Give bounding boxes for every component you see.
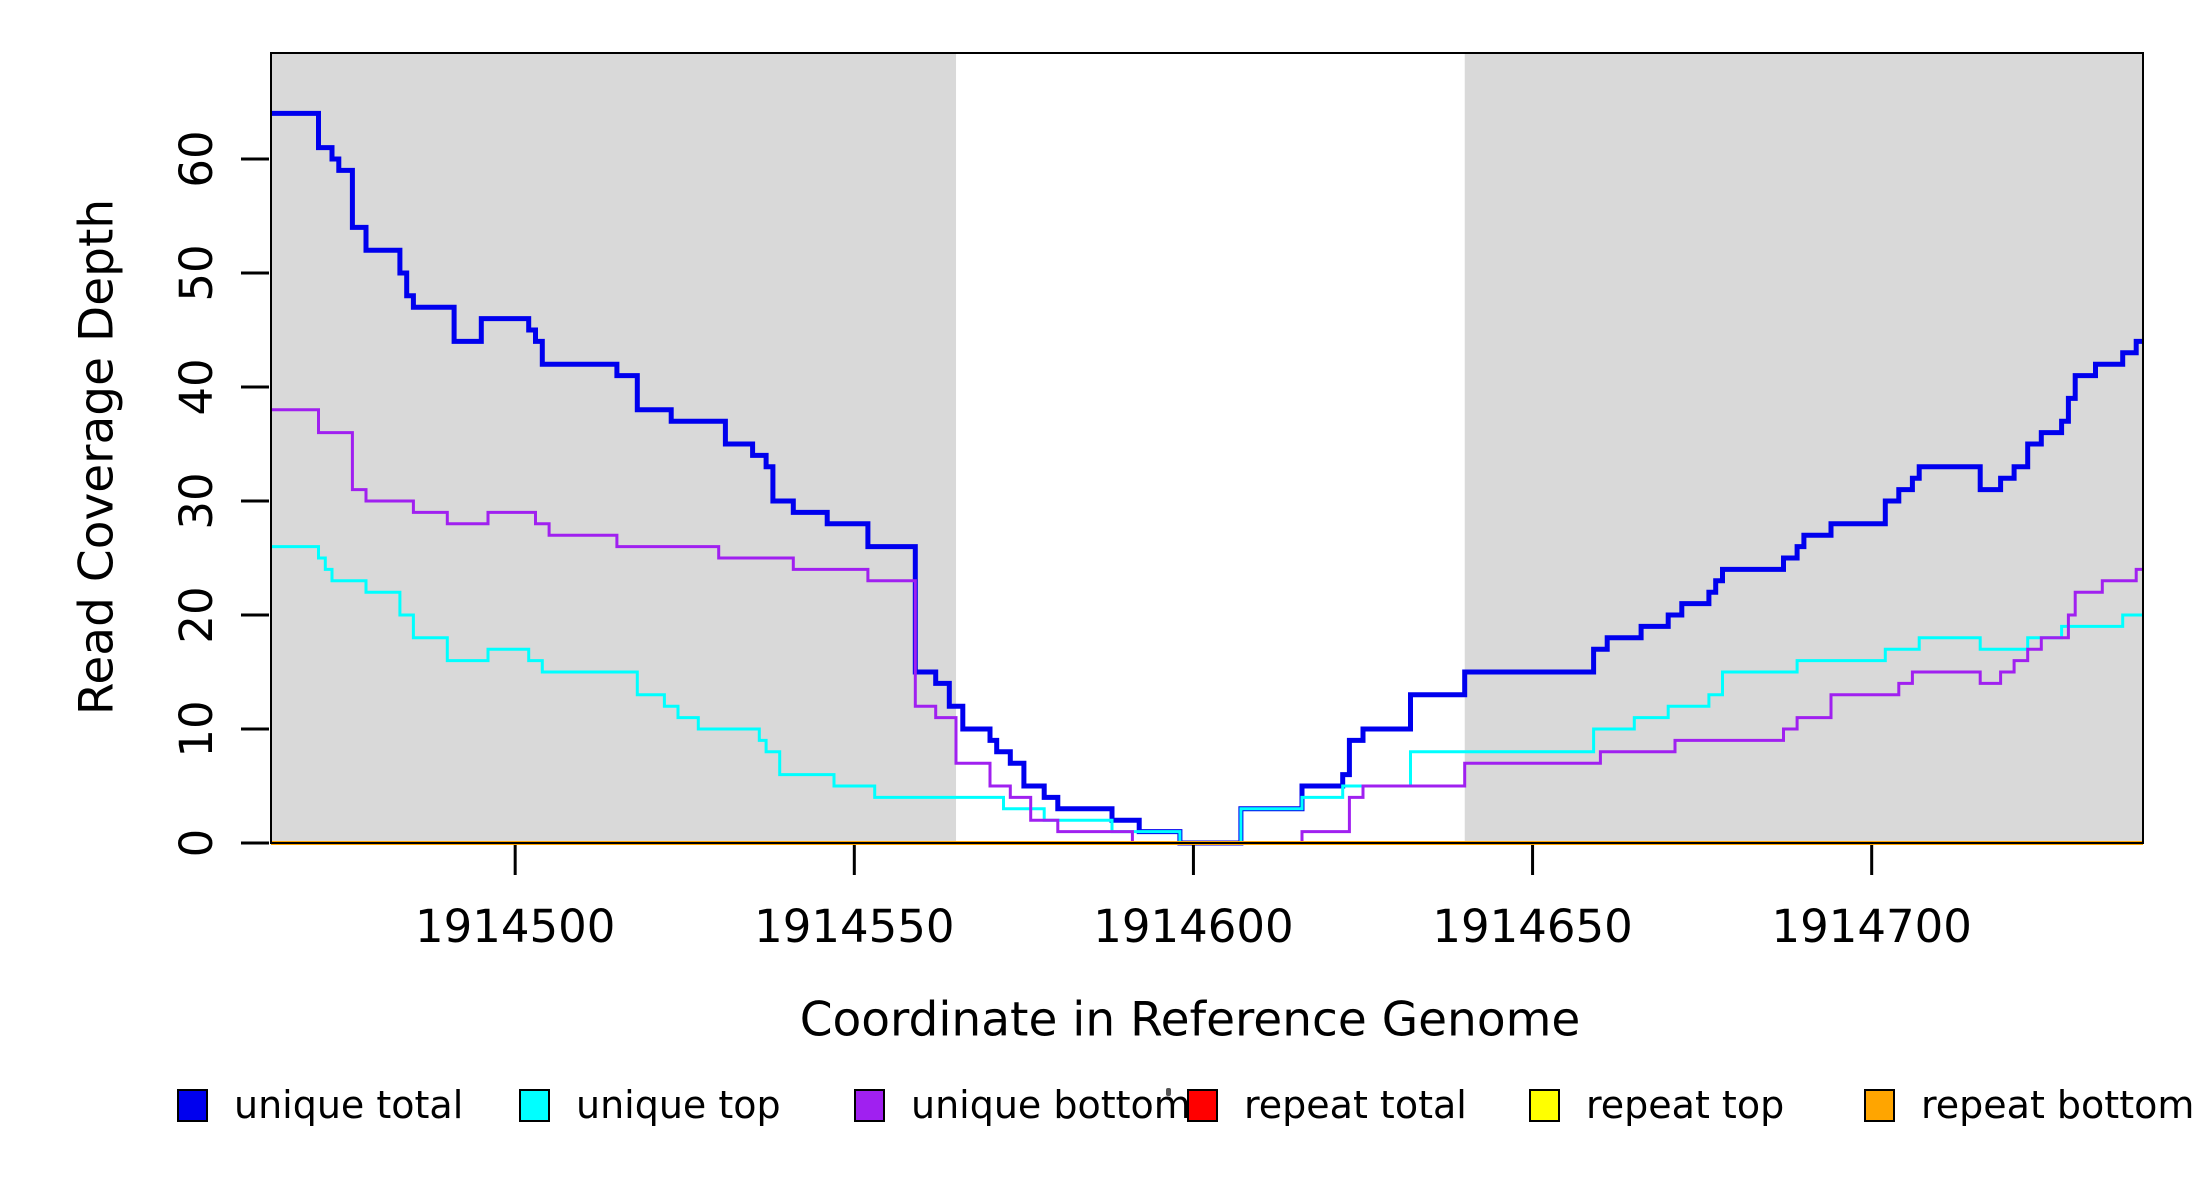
legend-item-unique-total: unique total	[177, 1083, 464, 1127]
y-tick-label: 40	[170, 358, 223, 415]
y-axis-title: Read Coverage Depth	[69, 198, 125, 716]
x-tick-label: 1914650	[1432, 900, 1632, 953]
x-tick-label: 1914550	[754, 900, 954, 953]
legend-label: repeat total	[1244, 1083, 1467, 1127]
unique-total-swatch-icon	[177, 1088, 208, 1122]
right-shaded-region	[1464, 53, 2143, 843]
x-tick-label: 1914600	[1093, 900, 1293, 953]
stray-mark	[1166, 1088, 1171, 1096]
x-axis-title: Coordinate in Reference Genome	[799, 992, 1581, 1048]
legend-item-repeat-top: repeat top	[1529, 1083, 1785, 1127]
plot-border	[270, 52, 2144, 844]
y-tick-label: 20	[170, 586, 223, 643]
legend-item-repeat-total: repeat total	[1187, 1083, 1467, 1127]
legend-item-unique-bottom: unique bottom	[854, 1083, 1191, 1127]
repeat-top-swatch-icon	[1529, 1088, 1560, 1122]
y-tick-label: 10	[170, 700, 223, 757]
y-tick-label: 30	[170, 472, 223, 529]
series-unique-top	[271, 545, 2143, 845]
legend-label: repeat top	[1586, 1083, 1785, 1127]
legend-label: repeat bottom	[1921, 1083, 2195, 1127]
legend-item-unique-top: unique top	[519, 1083, 781, 1127]
legend-label: unique total	[234, 1083, 464, 1127]
y-tick-label: 50	[170, 244, 223, 301]
x-tick-label: 1914700	[1771, 900, 1971, 953]
repeat-bottom-swatch-icon	[1864, 1088, 1895, 1122]
y-tick-label: 60	[170, 130, 223, 187]
x-tick-label: 1914500	[415, 900, 615, 953]
left-shaded-region	[271, 53, 957, 843]
repeat-total-swatch-icon	[1187, 1088, 1218, 1122]
legend-label: unique top	[576, 1083, 781, 1127]
unique-top-swatch-icon	[519, 1088, 550, 1122]
legend-item-repeat-bottom: repeat bottom	[1864, 1083, 2195, 1127]
legend-label: unique bottom	[911, 1083, 1191, 1127]
y-tick-label: 0	[170, 829, 223, 858]
unique-bottom-swatch-icon	[854, 1088, 885, 1122]
